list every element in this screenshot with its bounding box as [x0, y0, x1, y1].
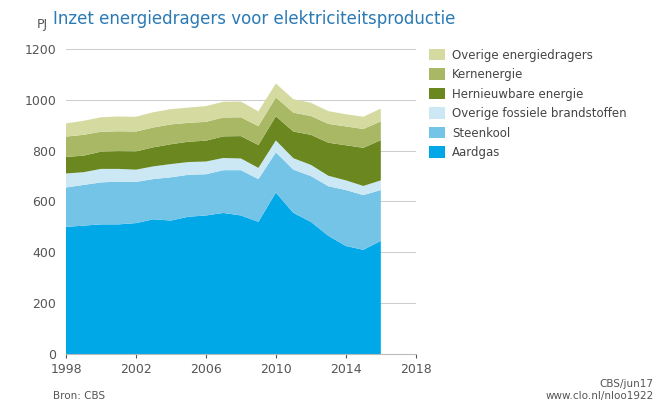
Text: Bron: CBS: Bron: CBS	[53, 391, 105, 401]
Text: Inzet energiedragers voor elektriciteitsproductie: Inzet energiedragers voor elektriciteits…	[53, 11, 455, 28]
Text: PJ: PJ	[36, 18, 48, 31]
Legend: Overige energiedragers, Kernenergie, Hernieuwbare energie, Overige fossiele bran: Overige energiedragers, Kernenergie, Her…	[429, 49, 627, 159]
Text: CBS/jun17
www.clo.nl/nloo1922: CBS/jun17 www.clo.nl/nloo1922	[545, 379, 653, 401]
